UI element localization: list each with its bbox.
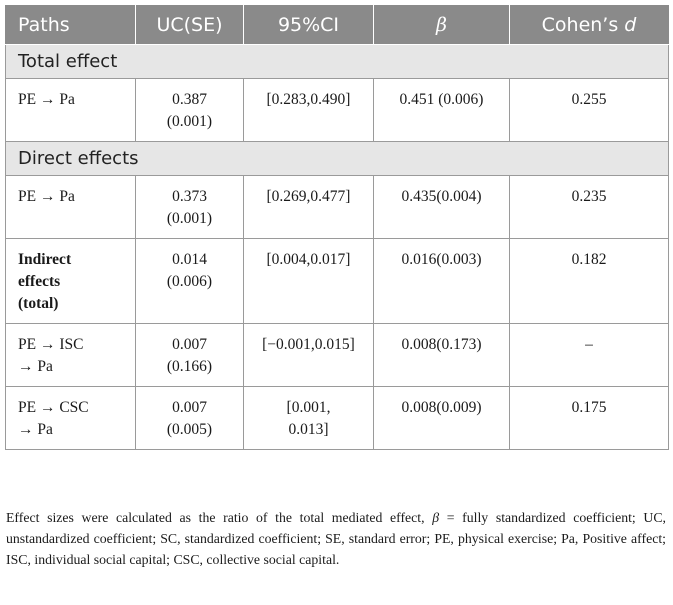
cohen-label: Cohen’s [541,14,625,36]
uc-cell: 0.007 (0.166) [135,323,244,387]
path-cell: PE → CSC → Pa [5,386,136,450]
cohen-cell: – [509,323,669,387]
uc-value: 0.373 [172,188,207,205]
beta-symbol: β [436,14,447,36]
path-text: PE → Pa [18,91,75,108]
path-text: → Pa [18,358,53,375]
ci-cell: [−0.001,0.015] [243,323,374,387]
section-label-total: Total effect [5,44,669,79]
cohen-cell: 0.235 [509,175,669,239]
cohen-cell: 0.175 [509,386,669,450]
se-value: (0.005) [166,421,213,438]
ci-cell: [0.283,0.490] [243,78,374,142]
uc-cell: 0.014 (0.006) [135,238,244,324]
table-header-row: Paths UC(SE) 95%CI β Cohen’s d [5,5,669,45]
ci-cell: [0.001, 0.013] [243,386,374,450]
table-row: PE → ISC → Pa 0.007 (0.166) [−0.001,0.015]… [5,323,669,387]
section-row-total: Total effect [5,44,669,79]
footnote-text: Effect sizes were calculated as the rati… [6,510,433,525]
uc-cell: 0.007 (0.005) [135,386,244,450]
se-value: (0.006) [166,273,213,290]
uc-value: 0.014 [172,251,207,268]
path-text: (total) [18,295,59,312]
cohen-cell: 0.182 [509,238,669,324]
path-cell: PE → ISC → Pa [5,323,136,387]
beta-cell: 0.016(0.003) [373,238,510,324]
uc-value: 0.387 [172,91,207,108]
uc-cell: 0.373 (0.001) [135,175,244,239]
ci-value: [0.001, [286,399,331,416]
ci-cell: [0.269,0.477] [243,175,374,239]
header-uc-se: UC(SE) [135,5,244,45]
uc-cell: 0.387 (0.001) [135,78,244,142]
section-row-direct: Direct effects [5,141,669,176]
path-cell: PE → Pa [5,78,136,142]
uc-value: 0.007 [172,336,207,353]
beta-cell: 0.008(0.173) [373,323,510,387]
ci-cell: [0.004,0.017] [243,238,374,324]
path-text: → Pa [18,421,53,438]
path-cell: Indirect effects (total) [5,238,136,324]
se-value: (0.166) [166,358,213,375]
header-cohens-d: Cohen’s d [509,5,669,45]
table-footnote: Effect sizes were calculated as the rati… [6,507,666,570]
cohen-d-letter: d [624,14,637,36]
table-row: PE → Pa 0.373 (0.001) [0.269,0.477] 0.435… [5,175,669,239]
path-text: PE → CSC [18,399,89,416]
path-text: PE → Pa [18,188,75,205]
footnote-text: = fully standardized coefficient; UC, un… [6,510,667,567]
table-row: PE → Pa 0.387 (0.001) [0.283,0.490] 0.451… [5,78,669,142]
section-label-direct: Direct effects [5,141,669,176]
table-row: Indirect effects (total) 0.014 (0.006) [0.0… [5,238,669,324]
uc-value: 0.007 [172,399,207,416]
path-text: Indirect [18,251,72,268]
cohen-cell: 0.255 [509,78,669,142]
table-row: PE → CSC → Pa 0.007 (0.005) [0.001, 0.013] … [5,386,669,450]
header-beta: β [373,5,510,45]
ci-value: 0.013] [288,421,329,438]
header-paths: Paths [5,5,136,45]
beta-cell: 0.451 (0.006) [373,78,510,142]
beta-symbol: β [432,510,440,525]
se-value: (0.001) [166,210,213,227]
se-value: (0.001) [166,113,213,130]
path-text: PE → ISC [18,336,84,353]
beta-cell: 0.008(0.009) [373,386,510,450]
path-cell: PE → Pa [5,175,136,239]
results-table: Paths UC(SE) 95%CI β Cohen’s d Total eff… [5,5,669,450]
path-text: effects [18,273,61,290]
beta-cell: 0.435(0.004) [373,175,510,239]
header-ci: 95%CI [243,5,374,45]
